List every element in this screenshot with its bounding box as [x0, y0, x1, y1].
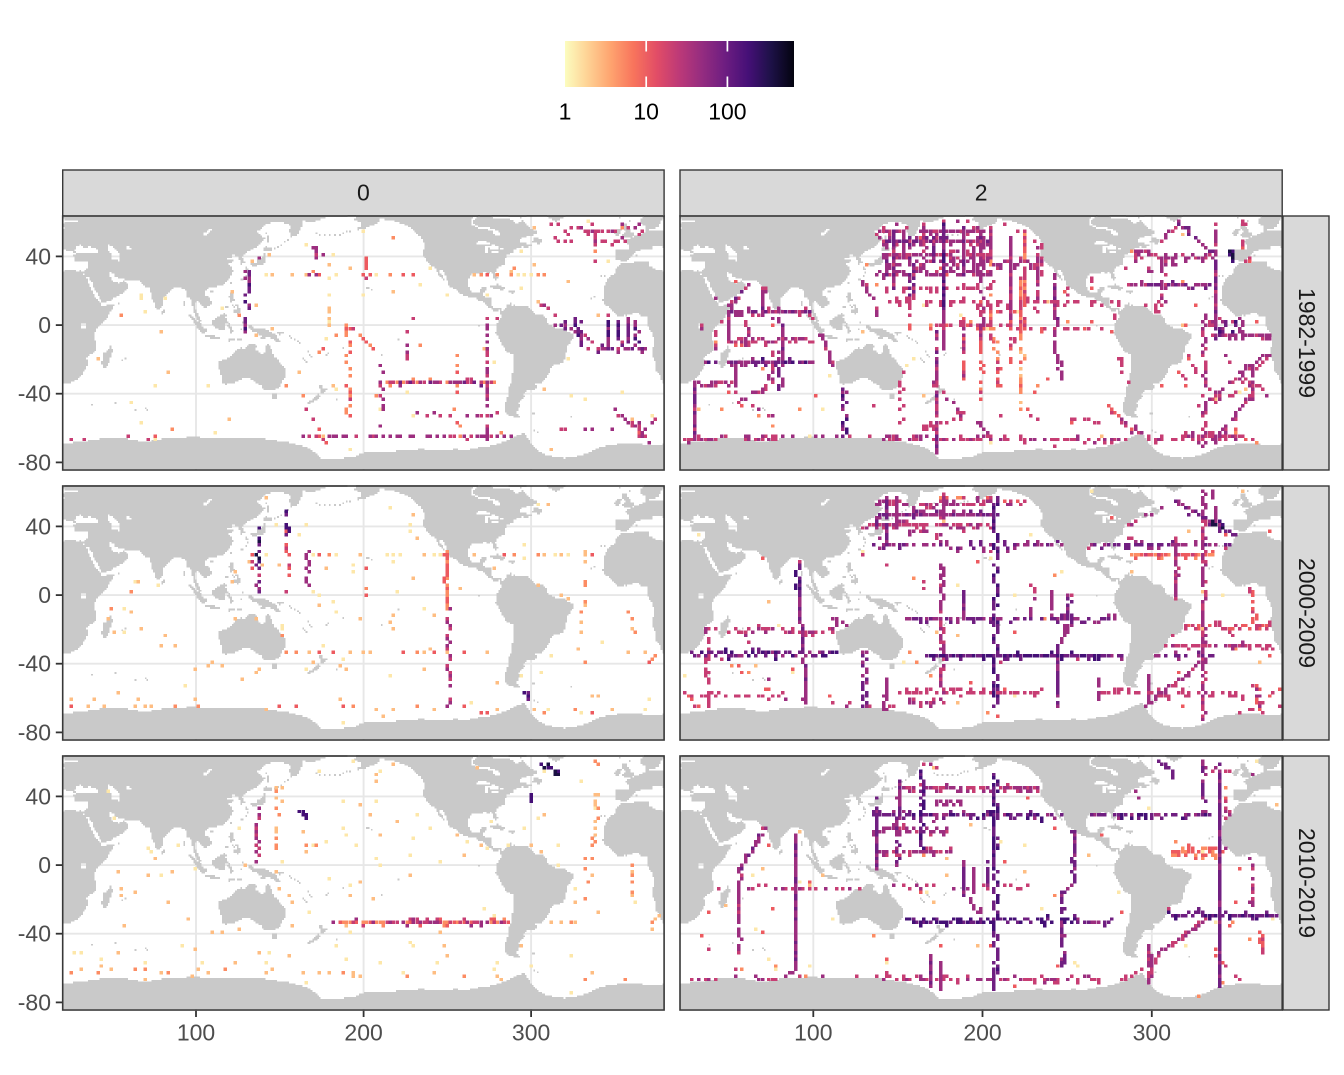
svg-text:1: 1 — [559, 99, 572, 125]
svg-text:0: 0 — [38, 852, 51, 878]
svg-text:40: 40 — [25, 513, 51, 539]
svg-text:2000-2009: 2000-2009 — [1294, 558, 1320, 668]
svg-text:2: 2 — [975, 180, 988, 206]
svg-text:-80: -80 — [18, 449, 51, 475]
svg-text:-80: -80 — [18, 989, 51, 1015]
svg-text:10: 10 — [633, 99, 659, 125]
svg-text:2010-2019: 2010-2019 — [1294, 828, 1320, 938]
svg-text:-40: -40 — [18, 651, 51, 677]
svg-text:40: 40 — [25, 243, 51, 269]
svg-text:0: 0 — [38, 312, 51, 338]
svg-text:40: 40 — [25, 783, 51, 809]
svg-text:100: 100 — [708, 99, 746, 125]
svg-text:0: 0 — [38, 582, 51, 608]
svg-text:300: 300 — [512, 1020, 550, 1046]
svg-text:100: 100 — [794, 1020, 832, 1046]
svg-text:0: 0 — [357, 180, 370, 206]
svg-text:100: 100 — [177, 1020, 215, 1046]
svg-text:-80: -80 — [18, 719, 51, 745]
svg-text:200: 200 — [344, 1020, 382, 1046]
svg-text:-40: -40 — [18, 921, 51, 947]
svg-text:-40: -40 — [18, 381, 51, 407]
svg-text:1982-1999: 1982-1999 — [1294, 288, 1320, 398]
svg-text:200: 200 — [963, 1020, 1001, 1046]
svg-text:300: 300 — [1133, 1020, 1171, 1046]
